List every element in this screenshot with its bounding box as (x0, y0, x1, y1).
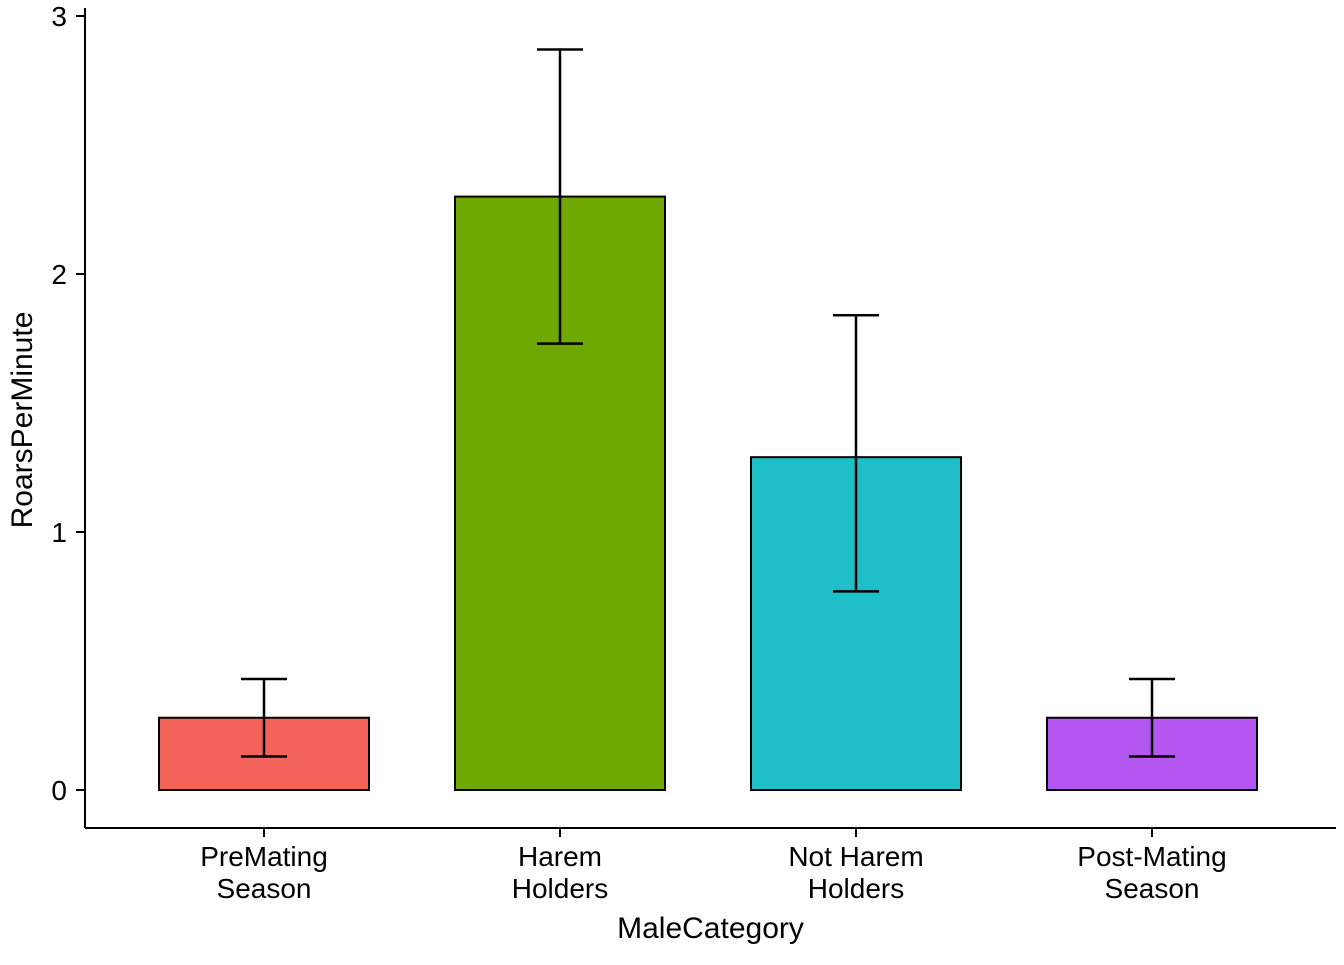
x-category-label: Harem Holders (512, 841, 608, 904)
x-category-label-line: Season (1105, 873, 1200, 904)
x-category-label-line: Season (217, 873, 312, 904)
x-category-label: PreMating Season (200, 841, 328, 904)
x-category-label-line: Holders (512, 873, 608, 904)
x-category-label-line: Not Harem (788, 841, 923, 872)
x-category-label-line: PreMating (200, 841, 328, 872)
x-axis-title: MaleCategory (617, 912, 804, 945)
x-category-label-line: Holders (808, 873, 904, 904)
x-category-label-line: Harem (518, 841, 602, 872)
x-category-label: Post-Mating Season (1077, 841, 1226, 904)
error-bar (833, 314, 879, 593)
error-bar (537, 48, 583, 345)
y-axis-title: RoarsPerMinute (6, 312, 39, 529)
error-bar (1129, 677, 1175, 758)
y-tick-label: 0 (51, 775, 67, 806)
y-tick-label: 1 (51, 517, 67, 548)
y-tick-label: 3 (51, 1, 67, 32)
y-tick-label: 2 (51, 259, 67, 290)
error-bar (241, 677, 287, 758)
x-category-label-line: Post-Mating (1077, 841, 1226, 872)
x-category-label: Not Harem Holders (788, 841, 923, 904)
